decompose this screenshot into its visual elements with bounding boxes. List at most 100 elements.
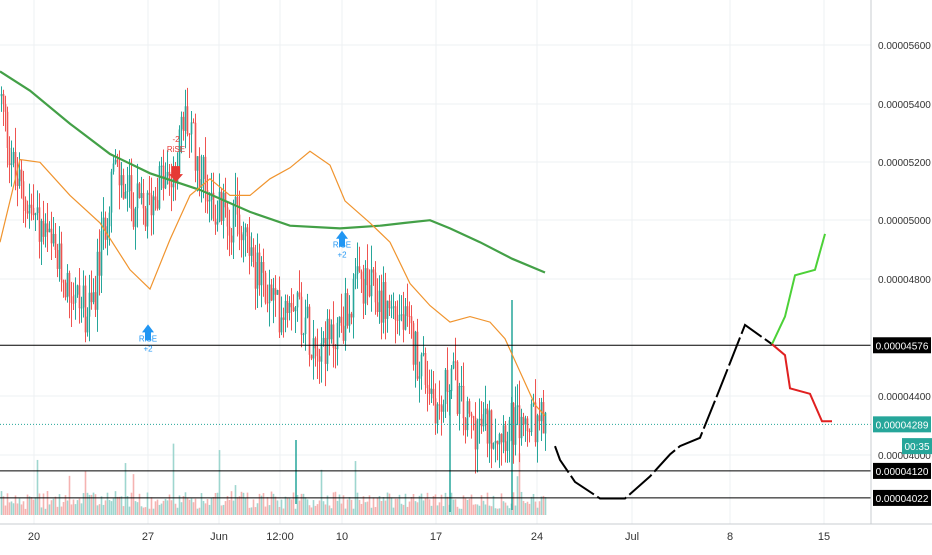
volume-bar: [464, 498, 467, 515]
candle-body: [108, 212, 111, 227]
volume-bar: [188, 499, 191, 515]
volume-bar: [322, 501, 325, 515]
candle-body: [414, 331, 417, 365]
volume-bar: [352, 508, 355, 515]
candle-body: [340, 316, 343, 326]
candle-body: [26, 210, 29, 214]
volume-bar: [450, 492, 453, 515]
candle-body: [186, 106, 189, 134]
volume-bar: [94, 494, 97, 515]
candle-body: [112, 163, 115, 172]
candle-body: [154, 196, 157, 201]
candle-body: [392, 306, 395, 308]
candle-body: [534, 402, 537, 443]
volume-bar: [530, 496, 533, 515]
candle-body: [370, 269, 373, 297]
candle-body: [110, 171, 113, 213]
volume-bar: [526, 501, 529, 515]
candle-body: [412, 323, 415, 365]
volume-bar: [274, 496, 277, 515]
volume-bar: [146, 492, 149, 515]
candle-body: [416, 331, 419, 379]
candle-body: [354, 274, 357, 279]
volume-bar: [222, 504, 225, 515]
time-axis[interactable]: 20 27 Jun 12:00 10 17 24 Jul 8 15: [28, 531, 830, 543]
volume-bar: [292, 492, 295, 515]
volume-bar: [516, 476, 519, 515]
candle-body: [218, 191, 221, 222]
candle-body: [6, 111, 9, 148]
volume-bar: [492, 495, 495, 515]
signal-upper-label: -2: [172, 135, 180, 144]
volume-bar: [182, 496, 185, 515]
projection-black-path: [554, 323, 773, 500]
volume-bar: [248, 507, 251, 515]
volume-bar: [420, 493, 423, 515]
candle-body: [294, 307, 297, 312]
candle-body: [468, 401, 471, 414]
volume-bar: [200, 493, 203, 515]
time-tick-label: 20: [28, 531, 40, 543]
time-tick-label: 24: [531, 531, 543, 543]
signal-lower-label: +2: [337, 251, 347, 260]
candle-body: [336, 322, 339, 350]
volume-bar: [8, 502, 11, 515]
volume-bar: [120, 496, 123, 515]
price-tag-bg: [873, 462, 931, 479]
volume-bar: [72, 499, 75, 515]
candle-body: [344, 293, 347, 341]
candle-body: [232, 203, 235, 243]
volume-bar: [324, 504, 327, 515]
candle-body: [364, 268, 367, 304]
volume-bar: [214, 492, 217, 515]
volume-bar: [218, 450, 221, 515]
candle-body: [98, 251, 101, 276]
candle-body: [306, 306, 309, 318]
volume-bar: [494, 508, 497, 515]
candle-body: [86, 316, 89, 333]
candle-body: [346, 293, 349, 326]
volume-bar: [116, 496, 119, 515]
volume-bar: [534, 501, 537, 515]
candle-body: [194, 122, 197, 171]
volume-bar: [90, 494, 93, 515]
candle-body: [246, 227, 249, 237]
volume-bar: [340, 503, 343, 515]
price-axis[interactable]: 0.00005600 0.00005400 0.00005200 0.00005000…: [878, 41, 931, 462]
volume-bar: [140, 506, 143, 515]
volume-bar: [48, 504, 51, 515]
candle-body: [460, 385, 463, 387]
candle-body: [466, 401, 469, 431]
volume-bar: [442, 506, 445, 515]
candle-body: [342, 325, 345, 341]
buy-arrow: [336, 230, 348, 247]
candle-body: [482, 414, 485, 427]
volume-bar: [142, 507, 145, 515]
candle-body: [0, 93, 3, 97]
volume-bar: [336, 500, 339, 515]
volume-bar: [366, 501, 369, 515]
price-tick-label: 0.00005400: [878, 100, 931, 111]
volume-bar: [518, 453, 521, 515]
candle-body: [398, 314, 401, 321]
volume-bar: [296, 494, 299, 515]
candle-body: [40, 220, 43, 242]
volume-bar: [56, 506, 59, 515]
candle-body: [192, 122, 195, 124]
candle-body: [60, 243, 63, 280]
candle-body: [44, 223, 47, 237]
candle-body: [124, 191, 127, 199]
volume-bar: [466, 500, 469, 515]
volume-bar: [302, 493, 305, 515]
candle-body: [166, 171, 169, 176]
volume-bar: [414, 501, 417, 515]
price-tick-label: 0.00004000: [878, 451, 931, 462]
candle-body: [216, 221, 219, 225]
candle-body: [102, 217, 105, 231]
volume-bar: [60, 506, 63, 515]
volume-bar: [76, 500, 79, 515]
volume-bar: [412, 493, 415, 515]
candle-body: [452, 361, 455, 369]
